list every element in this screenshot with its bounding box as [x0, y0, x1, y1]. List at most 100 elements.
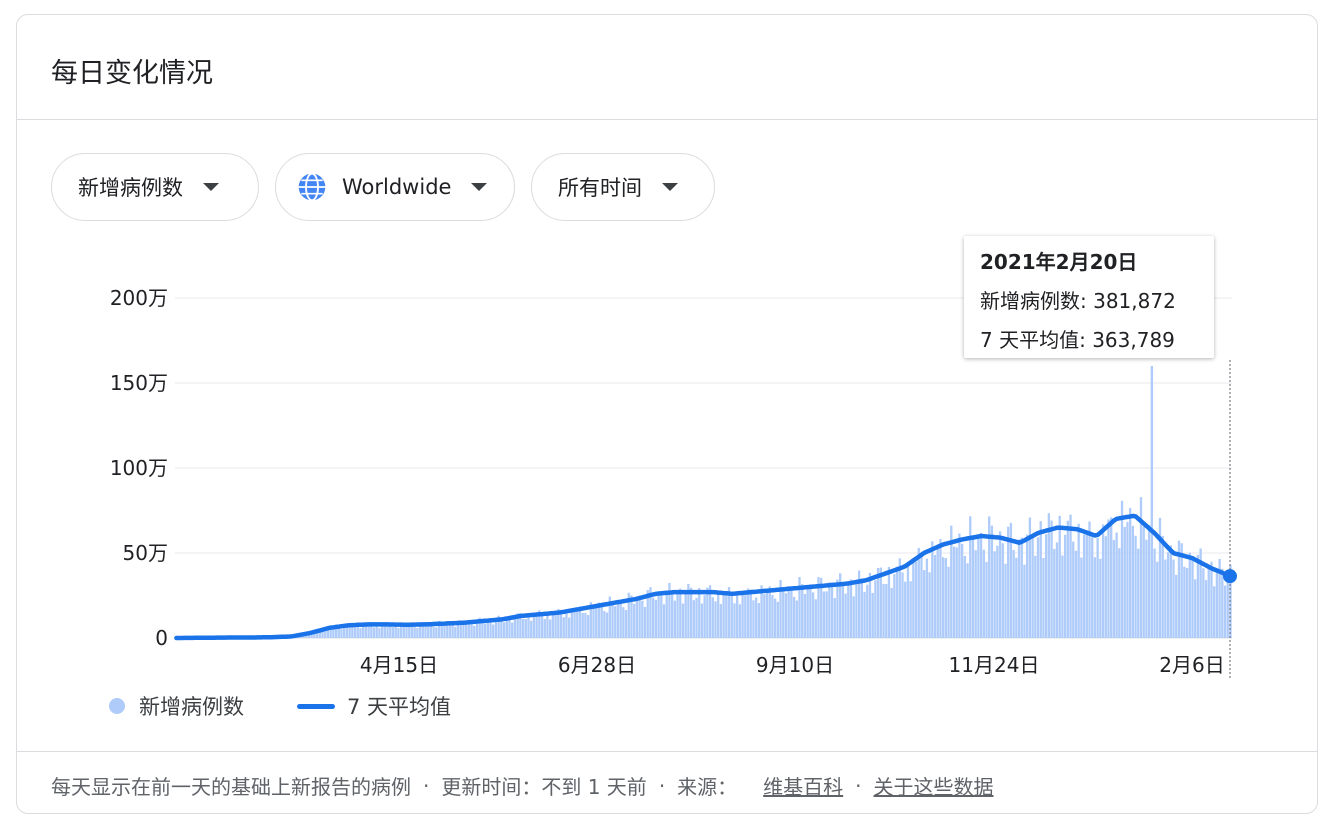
new-cases-bar — [313, 632, 316, 638]
new-cases-bar — [500, 618, 503, 638]
new-cases-bar — [638, 595, 641, 638]
about-data-link[interactable]: 关于这些数据 — [873, 775, 994, 799]
new-cases-bar — [828, 582, 831, 638]
new-cases-bar — [1072, 541, 1075, 638]
new-cases-bar — [614, 606, 617, 638]
new-cases-bar — [847, 583, 850, 638]
metric-dropdown[interactable]: 新增病例数 — [51, 153, 259, 221]
seven-day-average-line — [174, 513, 1233, 641]
y-tick-label: 0 — [155, 626, 168, 650]
new-cases-bar — [1099, 558, 1102, 638]
new-cases-bar — [334, 628, 338, 638]
new-cases-bar — [695, 597, 698, 638]
new-cases-bar — [456, 620, 460, 638]
x-axis-ticks: 4月15日 6月28日 9月10日 11月24日 2月6日 — [360, 653, 1225, 677]
new-cases-bar — [549, 619, 552, 638]
new-cases-bar — [909, 581, 912, 638]
region-dropdown[interactable]: Worldwide — [275, 153, 515, 221]
new-cases-bar — [605, 612, 609, 638]
new-cases-bar — [942, 557, 945, 638]
new-cases-bar — [627, 592, 630, 638]
new-cases-bar — [326, 626, 330, 638]
new-cases-bar — [540, 615, 544, 638]
new-cases-bar — [736, 595, 739, 638]
new-cases-bar — [1044, 534, 1048, 638]
new-cases-bar — [1023, 564, 1026, 638]
x-tick-label: 9月10日 — [756, 653, 834, 677]
divider — [17, 119, 1317, 120]
new-cases-bar — [817, 577, 820, 638]
new-cases-bar — [1110, 517, 1113, 638]
new-cases-bar — [1172, 559, 1175, 638]
new-cases-bar — [809, 584, 812, 638]
period-dropdown-label: 所有时间 — [558, 176, 642, 200]
new-cases-bar — [1042, 558, 1045, 638]
new-cases-bar — [597, 602, 601, 638]
new-cases-bar — [641, 600, 644, 638]
new-cases-bar — [779, 580, 782, 638]
new-cases-bar — [717, 590, 720, 638]
source-link[interactable]: 维基百科 — [763, 775, 844, 799]
new-cases-bar — [1153, 548, 1156, 638]
new-cases-bar — [557, 609, 560, 638]
y-tick-label: 50万 — [123, 541, 168, 565]
new-cases-bar — [754, 597, 758, 638]
new-cases-bar — [486, 620, 489, 638]
new-cases-bar — [603, 611, 606, 638]
new-cases-bar — [676, 593, 679, 638]
new-cases-bar — [332, 628, 335, 638]
new-cases-bar — [1139, 497, 1143, 638]
dropdown-arrow-icon — [203, 183, 219, 191]
new-cases-bar — [714, 601, 717, 638]
x-tick-label: 6月28日 — [558, 653, 636, 677]
new-cases-bar — [966, 563, 969, 638]
new-cases-bar — [1221, 568, 1224, 638]
new-cases-bar — [527, 613, 530, 638]
new-cases-bar — [863, 591, 866, 638]
new-cases-bar — [554, 613, 557, 638]
new-cases-bar — [923, 570, 926, 638]
new-cases-bar — [432, 626, 435, 638]
y-tick-label: 100万 — [110, 456, 168, 480]
new-cases-bar — [440, 622, 443, 638]
y-axis-ticks: 0 50万 100万 150万 200万 — [110, 286, 168, 650]
new-cases-bar — [359, 628, 362, 638]
new-cases-bar — [576, 607, 579, 638]
period-dropdown[interactable]: 所有时间 — [531, 153, 715, 221]
new-cases-bar — [1213, 586, 1216, 638]
new-cases-bar — [1185, 568, 1189, 638]
new-cases-bar — [885, 584, 888, 638]
new-cases-bar — [619, 600, 622, 638]
region-dropdown-label: Worldwide — [342, 175, 452, 199]
new-cases-bar — [1015, 557, 1018, 638]
new-cases-bar — [1036, 537, 1040, 638]
new-cases-bar — [502, 622, 506, 638]
new-cases-bar — [345, 624, 349, 638]
new-cases-bar — [611, 602, 614, 638]
new-cases-bar — [559, 611, 563, 638]
new-cases-bar — [543, 618, 546, 638]
new-cases-bar — [1050, 520, 1053, 638]
new-cases-bar — [844, 593, 847, 638]
new-cases-bar — [424, 625, 427, 638]
new-cases-bar — [418, 622, 422, 638]
new-cases-bar — [665, 590, 668, 638]
new-cases-bar — [1039, 521, 1042, 638]
new-cases-bar — [719, 604, 723, 638]
new-cases-bar — [876, 567, 880, 638]
new-cases-bar — [372, 627, 376, 638]
new-cases-bar — [1147, 524, 1151, 638]
new-cases-bar — [790, 589, 793, 638]
x-tick-label: 11月24日 — [949, 653, 1040, 677]
new-cases-bar — [939, 539, 942, 638]
tooltip-average-value: 363,789 — [1092, 328, 1175, 352]
new-cases-bar — [689, 587, 693, 638]
new-cases-bar — [1166, 552, 1170, 638]
new-cases-bar — [738, 604, 742, 638]
new-cases-bar — [1126, 521, 1129, 638]
new-cases-bar — [1137, 548, 1140, 638]
new-cases-bar — [855, 581, 858, 638]
new-cases-bar — [633, 603, 636, 638]
new-cases-bar — [1145, 539, 1148, 638]
